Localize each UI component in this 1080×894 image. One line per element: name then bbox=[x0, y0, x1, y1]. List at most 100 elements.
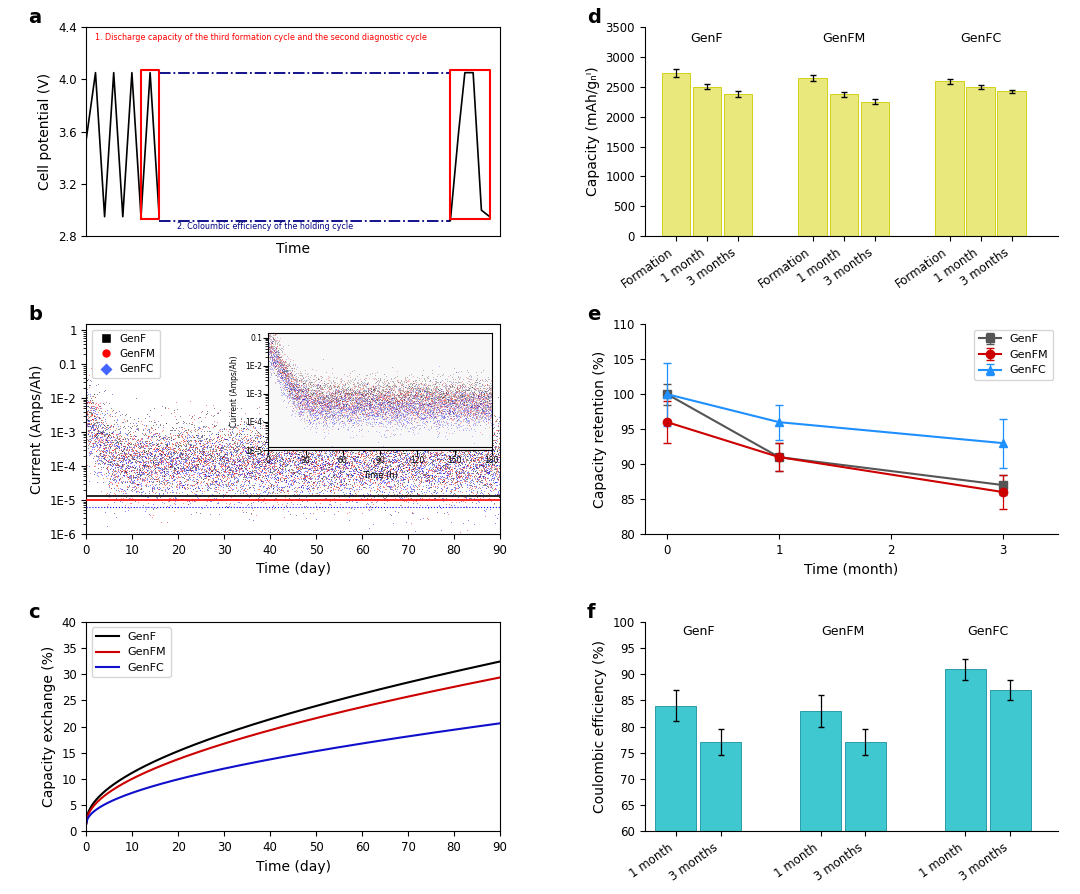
Point bbox=[478, 399, 496, 413]
Point bbox=[431, 471, 448, 485]
Point bbox=[276, 488, 294, 502]
Point bbox=[307, 472, 324, 486]
Point bbox=[85, 405, 103, 419]
Point bbox=[217, 465, 234, 479]
Point bbox=[330, 481, 348, 495]
Point bbox=[453, 433, 470, 447]
Point bbox=[353, 458, 370, 472]
Point bbox=[105, 452, 122, 467]
Point bbox=[145, 455, 162, 469]
Point bbox=[472, 461, 489, 476]
Point bbox=[200, 466, 217, 480]
Point bbox=[90, 425, 107, 439]
Point bbox=[333, 450, 350, 464]
Point bbox=[200, 460, 217, 475]
Point bbox=[157, 401, 174, 416]
Point bbox=[410, 453, 428, 468]
Point bbox=[254, 443, 271, 458]
Point bbox=[212, 436, 229, 451]
Point bbox=[314, 485, 332, 500]
Point bbox=[135, 437, 152, 451]
Point bbox=[119, 459, 136, 473]
Point bbox=[218, 467, 235, 481]
Point bbox=[431, 454, 448, 468]
Point bbox=[119, 447, 136, 461]
Point bbox=[322, 454, 339, 468]
Point bbox=[458, 458, 475, 472]
Point bbox=[229, 454, 246, 468]
Point bbox=[191, 468, 208, 483]
Point bbox=[78, 406, 95, 420]
Point bbox=[468, 445, 485, 460]
Point bbox=[244, 480, 261, 494]
Point bbox=[108, 434, 125, 449]
Point bbox=[111, 427, 129, 442]
Point bbox=[406, 459, 423, 473]
Point bbox=[165, 443, 183, 458]
Point bbox=[152, 444, 170, 459]
Point bbox=[435, 447, 453, 461]
Point bbox=[191, 483, 208, 497]
Point bbox=[173, 426, 190, 441]
Point bbox=[367, 422, 384, 436]
Point bbox=[171, 449, 188, 463]
Point bbox=[432, 434, 449, 449]
Point bbox=[286, 449, 303, 463]
Point bbox=[134, 465, 151, 479]
Point bbox=[139, 469, 157, 484]
Point bbox=[260, 452, 278, 467]
Point bbox=[187, 458, 204, 472]
Point bbox=[199, 441, 216, 455]
Point bbox=[288, 457, 306, 471]
Point bbox=[465, 448, 483, 462]
Point bbox=[333, 434, 350, 448]
Point bbox=[399, 449, 416, 463]
Point bbox=[93, 425, 110, 439]
Point bbox=[167, 420, 185, 434]
Point bbox=[402, 466, 419, 480]
Point bbox=[421, 406, 438, 420]
Point bbox=[312, 485, 329, 499]
Point bbox=[252, 453, 269, 468]
Point bbox=[350, 459, 367, 473]
Point bbox=[240, 441, 257, 455]
Point bbox=[472, 458, 489, 472]
Point bbox=[140, 429, 158, 443]
Point bbox=[259, 441, 276, 455]
Point bbox=[225, 440, 242, 454]
Point bbox=[175, 452, 192, 467]
Point bbox=[449, 431, 467, 445]
Point bbox=[327, 479, 345, 493]
Point bbox=[345, 502, 362, 516]
Point bbox=[299, 461, 316, 476]
Point bbox=[78, 405, 95, 419]
Point bbox=[119, 479, 136, 493]
Point bbox=[282, 445, 299, 460]
Point bbox=[283, 466, 300, 480]
Point bbox=[136, 439, 153, 453]
Point bbox=[360, 474, 377, 488]
Point bbox=[309, 431, 326, 445]
Point bbox=[208, 430, 226, 444]
Point bbox=[366, 456, 383, 470]
Point bbox=[98, 454, 116, 468]
Point bbox=[165, 460, 183, 475]
Point bbox=[441, 467, 458, 481]
Point bbox=[362, 443, 379, 457]
Point bbox=[157, 484, 174, 498]
Point bbox=[314, 434, 332, 449]
Point bbox=[267, 463, 284, 477]
Point bbox=[249, 470, 267, 485]
Point bbox=[113, 443, 131, 458]
Point bbox=[149, 457, 166, 471]
Point bbox=[199, 460, 216, 475]
Point bbox=[488, 424, 505, 438]
Point bbox=[136, 459, 153, 473]
Point bbox=[408, 420, 426, 434]
Point bbox=[222, 439, 240, 453]
Point bbox=[248, 455, 266, 469]
Point bbox=[164, 420, 181, 434]
Point bbox=[407, 465, 424, 479]
Point bbox=[136, 410, 153, 425]
Point bbox=[268, 439, 285, 453]
